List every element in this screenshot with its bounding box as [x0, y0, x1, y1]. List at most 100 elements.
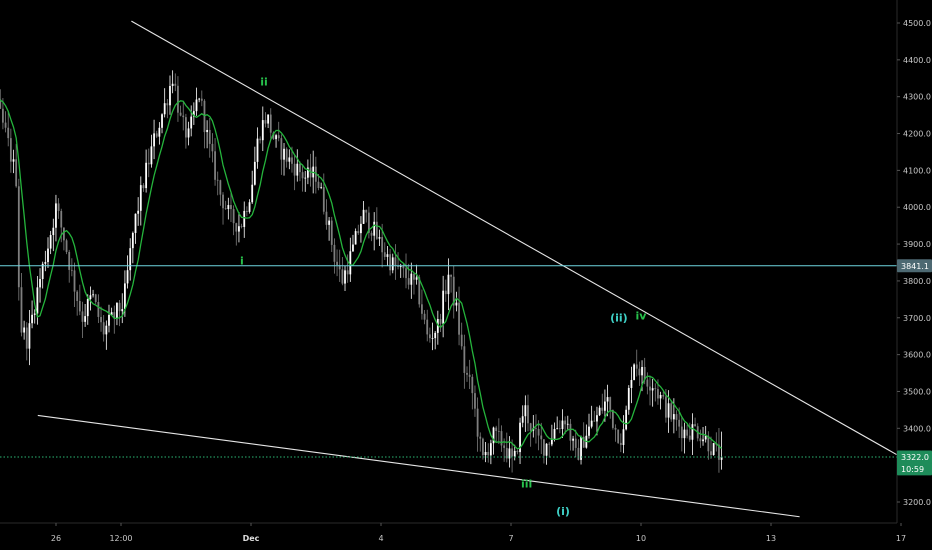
candle — [482, 437, 484, 460]
candle-body — [94, 294, 97, 302]
candle-body — [550, 438, 553, 445]
candle — [184, 113, 187, 149]
candle — [142, 183, 145, 192]
candle — [718, 428, 720, 473]
candle-body — [710, 451, 712, 456]
candle — [704, 425, 707, 443]
candle-body — [84, 316, 87, 322]
candle-body — [513, 450, 516, 457]
candle-body — [253, 161, 256, 185]
candle-body — [543, 439, 545, 456]
lower-trendline[interactable] — [37, 414, 800, 518]
upper-trendline[interactable] — [131, 20, 902, 458]
candle — [299, 161, 301, 182]
candle — [564, 416, 567, 435]
candle-body — [306, 167, 309, 178]
candle — [108, 304, 110, 333]
candle-body — [604, 401, 606, 411]
candle — [328, 217, 331, 241]
candle — [68, 249, 71, 283]
candle-body — [487, 451, 490, 456]
candle-body — [627, 387, 630, 410]
candle-body — [370, 232, 373, 236]
candle-body — [423, 313, 426, 320]
candle-body — [678, 419, 681, 427]
candle — [179, 105, 182, 117]
candle-body — [479, 436, 482, 439]
candle-body — [540, 435, 543, 440]
candle-body — [508, 448, 511, 459]
price-tick-label: 3900.0 — [903, 240, 931, 249]
candle-body — [211, 143, 214, 152]
candle — [426, 309, 429, 342]
time-tick-label: 12:00 — [109, 534, 132, 543]
candle-body — [511, 448, 513, 457]
candle — [360, 216, 362, 243]
candle-body — [619, 442, 622, 445]
candle — [97, 294, 100, 324]
candle — [442, 275, 445, 338]
drawings-layer[interactable] — [0, 20, 902, 518]
candle — [253, 146, 256, 186]
candle-body — [216, 179, 219, 181]
candle-body — [195, 99, 198, 112]
candle — [306, 159, 309, 185]
candle — [277, 121, 280, 142]
candle-body — [609, 397, 612, 410]
price-tag: 3841.1 — [897, 259, 932, 273]
candle-body — [553, 428, 556, 439]
candle — [688, 422, 691, 442]
candle — [495, 425, 498, 442]
candle — [386, 246, 389, 267]
candle-body — [28, 323, 31, 349]
candle-body — [630, 379, 633, 388]
candle-body — [285, 148, 288, 162]
candle-body — [12, 159, 15, 162]
candle-body — [198, 98, 201, 100]
candle-body — [330, 220, 333, 245]
wave-label: i — [240, 254, 244, 267]
candle — [190, 105, 193, 137]
candle-body — [333, 244, 336, 262]
candle — [452, 265, 455, 319]
candle — [163, 88, 166, 118]
candle-body — [450, 274, 452, 277]
candle-body — [288, 157, 291, 162]
candle-body — [659, 395, 662, 399]
candle-body — [665, 396, 667, 418]
candle-body — [436, 319, 439, 333]
candle — [227, 197, 230, 220]
candle — [288, 149, 291, 170]
candle-body — [391, 257, 394, 271]
candle — [683, 422, 686, 454]
candle-body — [269, 114, 272, 133]
wave-label: (ii) — [610, 311, 628, 324]
candle — [659, 391, 662, 410]
candle-body — [548, 443, 551, 445]
candle — [407, 263, 410, 290]
candle-body — [577, 447, 580, 460]
candle-body — [44, 262, 47, 264]
time-tick-label: 13 — [766, 534, 776, 543]
candle — [609, 396, 612, 419]
candle — [662, 391, 665, 400]
candle-body — [4, 122, 7, 128]
candle-body — [179, 112, 182, 116]
candle — [423, 310, 426, 325]
price-tag-label: 3322.0 — [901, 453, 929, 462]
candle-body — [569, 423, 572, 441]
candle — [269, 108, 272, 140]
candle-body — [116, 302, 118, 319]
candle — [0, 89, 2, 109]
candle-body — [36, 287, 39, 314]
price-tick-label: 3700.0 — [903, 314, 931, 323]
price-tick-label: 4500.0 — [903, 19, 931, 28]
candle-body — [601, 407, 604, 411]
candle — [145, 149, 148, 193]
candle — [7, 111, 10, 147]
candle — [543, 439, 545, 464]
candle-body — [171, 83, 174, 87]
candle — [580, 435, 582, 465]
